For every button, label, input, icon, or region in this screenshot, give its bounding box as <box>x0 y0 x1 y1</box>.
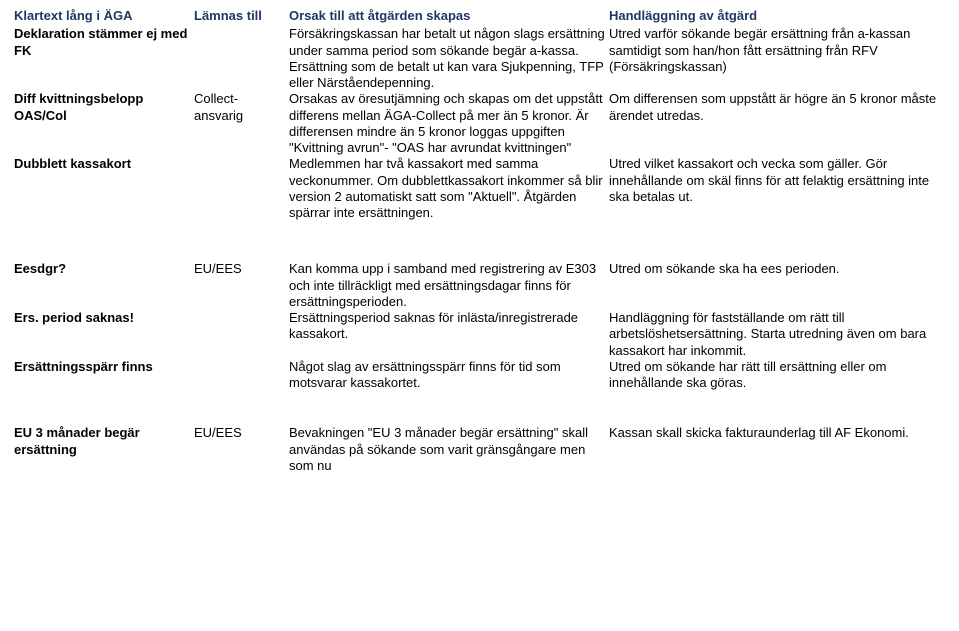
cell-lamnas: Collect-ansvarig <box>194 91 289 156</box>
cell-lamnas <box>194 359 289 392</box>
col-header-handlaggning: Handläggning av åtgärd <box>609 8 945 26</box>
cell-orsak: Ersättningsperiod saknas för inlästa/inr… <box>289 310 609 359</box>
cell-klartext: Deklaration stämmer ej med FK <box>14 26 194 91</box>
col-header-orsak: Orsak till att åtgärden skapas <box>289 8 609 26</box>
table-row: Dubblett kassakort Medlemmen har två kas… <box>14 156 945 221</box>
cell-handlaggning: Utred varför sökande begär ersättning fr… <box>609 26 945 91</box>
cell-orsak: Orsakas av öresutjämning och skapas om d… <box>289 91 609 156</box>
cell-handlaggning: Om differensen som uppstått är högre än … <box>609 91 945 156</box>
col-header-klartext: Klartext lång i ÄGA <box>14 8 194 26</box>
cell-handlaggning: Utred om sökande ska ha ees perioden. <box>609 261 945 310</box>
table-row: EU 3 månader begär ersättning EU/EES Bev… <box>14 425 945 474</box>
cell-handlaggning: Utred om sökande har rätt till ersättnin… <box>609 359 945 392</box>
col-header-lamnas: Lämnas till <box>194 8 289 26</box>
cell-handlaggning: Kassan skall skicka fakturaunderlag till… <box>609 425 945 474</box>
spacer-row <box>14 391 945 425</box>
cell-klartext: Eesdgr? <box>14 261 194 310</box>
table-row: Diff kvittningsbelopp OAS/Col Collect-an… <box>14 91 945 156</box>
cell-klartext: Ersättningsspärr finns <box>14 359 194 392</box>
cell-lamnas: EU/EES <box>194 261 289 310</box>
table-row: Eesdgr? EU/EES Kan komma upp i samband m… <box>14 261 945 310</box>
table-row: Ers. period saknas! Ersättningsperiod sa… <box>14 310 945 359</box>
cell-klartext: Ers. period saknas! <box>14 310 194 359</box>
table-row: Ersättningsspärr finns Något slag av ers… <box>14 359 945 392</box>
cell-orsak: Medlemmen har två kassakort med samma ve… <box>289 156 609 221</box>
cell-lamnas <box>194 310 289 359</box>
document-page: Klartext lång i ÄGA Lämnas till Orsak ti… <box>0 0 959 482</box>
cell-lamnas: EU/EES <box>194 425 289 474</box>
actions-table: Klartext lång i ÄGA Lämnas till Orsak ti… <box>14 8 945 474</box>
cell-orsak: Något slag av ersättningsspärr finns för… <box>289 359 609 392</box>
cell-lamnas <box>194 26 289 91</box>
cell-klartext: Dubblett kassakort <box>14 156 194 221</box>
cell-klartext: EU 3 månader begär ersättning <box>14 425 194 474</box>
cell-orsak: Bevakningen "EU 3 månader begär ersättni… <box>289 425 609 474</box>
cell-orsak: Kan komma upp i samband med registrering… <box>289 261 609 310</box>
table-header-row: Klartext lång i ÄGA Lämnas till Orsak ti… <box>14 8 945 26</box>
cell-handlaggning: Handläggning för fastställande om rätt t… <box>609 310 945 359</box>
cell-lamnas <box>194 156 289 221</box>
cell-handlaggning: Utred vilket kassakort och vecka som gäl… <box>609 156 945 221</box>
cell-orsak: Försäkringskassan har betalt ut någon sl… <box>289 26 609 91</box>
cell-klartext: Diff kvittningsbelopp OAS/Col <box>14 91 194 156</box>
table-row: Deklaration stämmer ej med FK Försäkring… <box>14 26 945 91</box>
spacer-row <box>14 221 945 261</box>
